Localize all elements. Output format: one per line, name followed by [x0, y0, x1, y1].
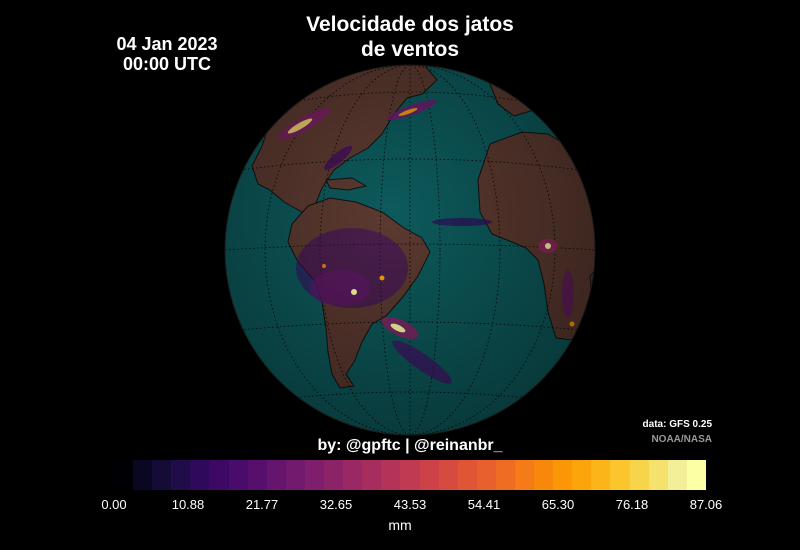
colorbar-tick-label: 76.18 — [615, 497, 649, 512]
colorbar-swatch — [514, 460, 535, 490]
colorbar — [114, 460, 706, 490]
data-credits: data: GFS 0.25 NOAA/NASA — [643, 417, 712, 447]
colorbar-swatch — [534, 460, 554, 490]
colorbar-swatch — [553, 460, 573, 490]
map-title-line-2: de ventos — [360, 38, 460, 61]
colorbar-swatch — [457, 460, 477, 490]
colorbar-swatch — [190, 460, 210, 490]
colorbar-swatch — [495, 460, 515, 490]
colorbar-swatch — [304, 460, 325, 490]
colorbar-swatch — [419, 460, 439, 490]
colorbar-swatch — [152, 460, 172, 490]
colorbar-swatch — [324, 460, 344, 490]
colorbar-swatch — [114, 460, 134, 490]
colorbar-swatch — [247, 460, 267, 490]
data-org-label: NOAA/NASA — [651, 434, 712, 445]
colorbar-swatch — [591, 460, 611, 490]
globe-outline — [224, 64, 596, 436]
colorbar-swatch — [209, 460, 229, 490]
colorbar-ticks: 0.00 10.88 21.77 32.65 43.53 54.41 65.30 76.18 8… — [101, 497, 722, 513]
globe-map — [224, 64, 596, 436]
colorbar-tick-label: 32.65 — [319, 497, 353, 512]
colorbar-swatch — [438, 460, 458, 490]
colorbar-tick-label: 10.88 — [171, 497, 205, 512]
colorbar-tick-label: 54.41 — [467, 497, 501, 512]
map-title: Velocidade dos jatos de ventos — [280, 12, 540, 62]
colorbar-tick-label: 43.53 — [393, 497, 427, 512]
colorbar-swatch — [343, 460, 363, 490]
colorbar-swatch — [400, 460, 420, 490]
time-text: 00:00 UTC — [122, 54, 212, 74]
colorbar-swatch — [362, 460, 382, 490]
colorbar-unit: mm — [388, 517, 412, 533]
colorbar-swatch — [476, 460, 496, 490]
colorbar-swatch — [648, 460, 668, 490]
colorbar-tick-label: 65.30 — [541, 497, 575, 512]
colorbar-swatch — [667, 460, 687, 490]
colorbar-tick-label: 87.06 — [689, 497, 723, 512]
data-source-label: data: GFS 0.25 — [642, 419, 712, 430]
colorbar-swatch — [381, 460, 401, 490]
date-text: 04 Jan 2023 — [116, 34, 218, 54]
author-byline: by: @gpftc | @reinanbr_ — [317, 437, 503, 454]
colorbar-swatch — [228, 460, 248, 490]
datetime-label: 04 Jan 2023 00:00 UTC — [92, 34, 242, 74]
colorbar-swatch — [266, 460, 286, 490]
colorbar-swatch — [133, 460, 153, 490]
colorbar-swatch — [610, 460, 630, 490]
colorbar-tick-label: 0.00 — [101, 497, 127, 512]
colorbar-swatch — [629, 460, 649, 490]
colorbar-swatch — [572, 460, 592, 490]
colorbar-swatch — [285, 460, 305, 490]
colorbar-tick-label: 21.77 — [245, 497, 279, 512]
colorbar-swatch — [171, 460, 191, 490]
map-title-line-1: Velocidade dos jatos — [306, 13, 514, 36]
colorbar-swatch — [686, 460, 706, 490]
